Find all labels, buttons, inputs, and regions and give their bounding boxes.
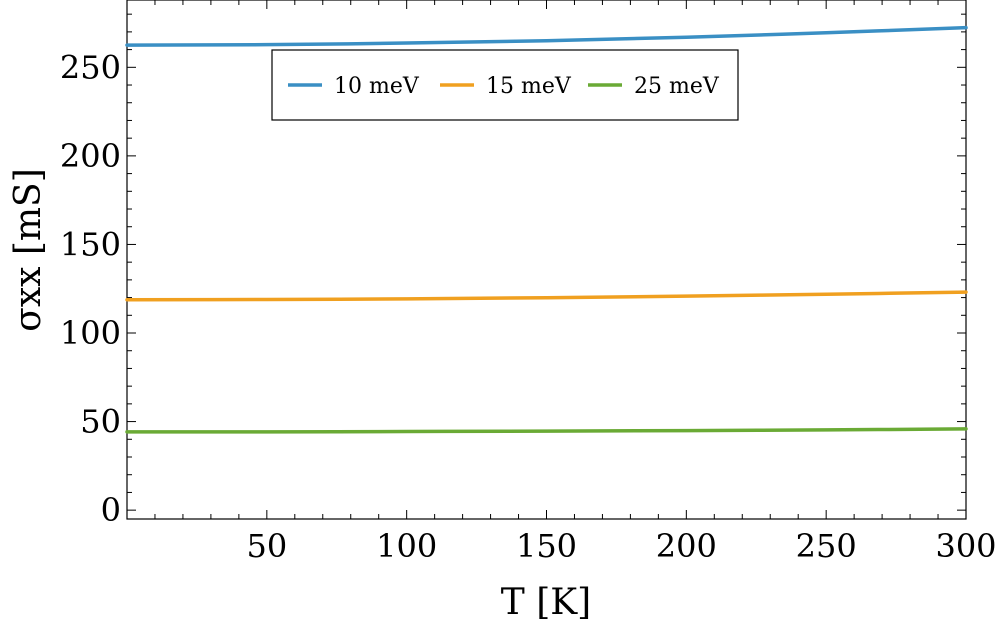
x-tick-label: 300 bbox=[935, 527, 996, 565]
y-tick-label: 150 bbox=[60, 225, 121, 263]
x-tick-label: 250 bbox=[796, 527, 857, 565]
legend-label-10-mev: 10 meV bbox=[334, 74, 420, 99]
tick-labels: 50 100 150 200 250 300 0 50 100 150 200 250 bbox=[60, 48, 996, 565]
x-tick-label: 150 bbox=[516, 527, 577, 565]
y-tick-label: 250 bbox=[60, 48, 121, 86]
y-axis-label: σxx [mS] bbox=[8, 168, 49, 332]
tick-marks bbox=[127, 0, 967, 519]
y-tick-label: 200 bbox=[60, 137, 121, 175]
series-line-15-mev bbox=[125, 290, 968, 302]
x-tick-label: 200 bbox=[656, 527, 717, 565]
legend: 10 meV 15 meV 25 meV bbox=[271, 49, 739, 121]
x-tick-label: 100 bbox=[376, 527, 437, 565]
series-lines bbox=[125, 25, 968, 434]
legend-label-25-mev: 25 meV bbox=[634, 74, 720, 99]
series-line-10-mev bbox=[125, 25, 968, 47]
legend-label-15-mev: 15 meV bbox=[486, 74, 572, 99]
y-tick-label: 100 bbox=[60, 314, 121, 352]
series-line-25-mev bbox=[125, 427, 968, 434]
x-tick-label: 50 bbox=[246, 527, 287, 565]
y-tick-label: 0 bbox=[101, 491, 121, 529]
y-tick-label: 50 bbox=[80, 403, 121, 441]
legend-box bbox=[271, 49, 739, 121]
x-axis-label: T [K] bbox=[501, 582, 591, 623]
